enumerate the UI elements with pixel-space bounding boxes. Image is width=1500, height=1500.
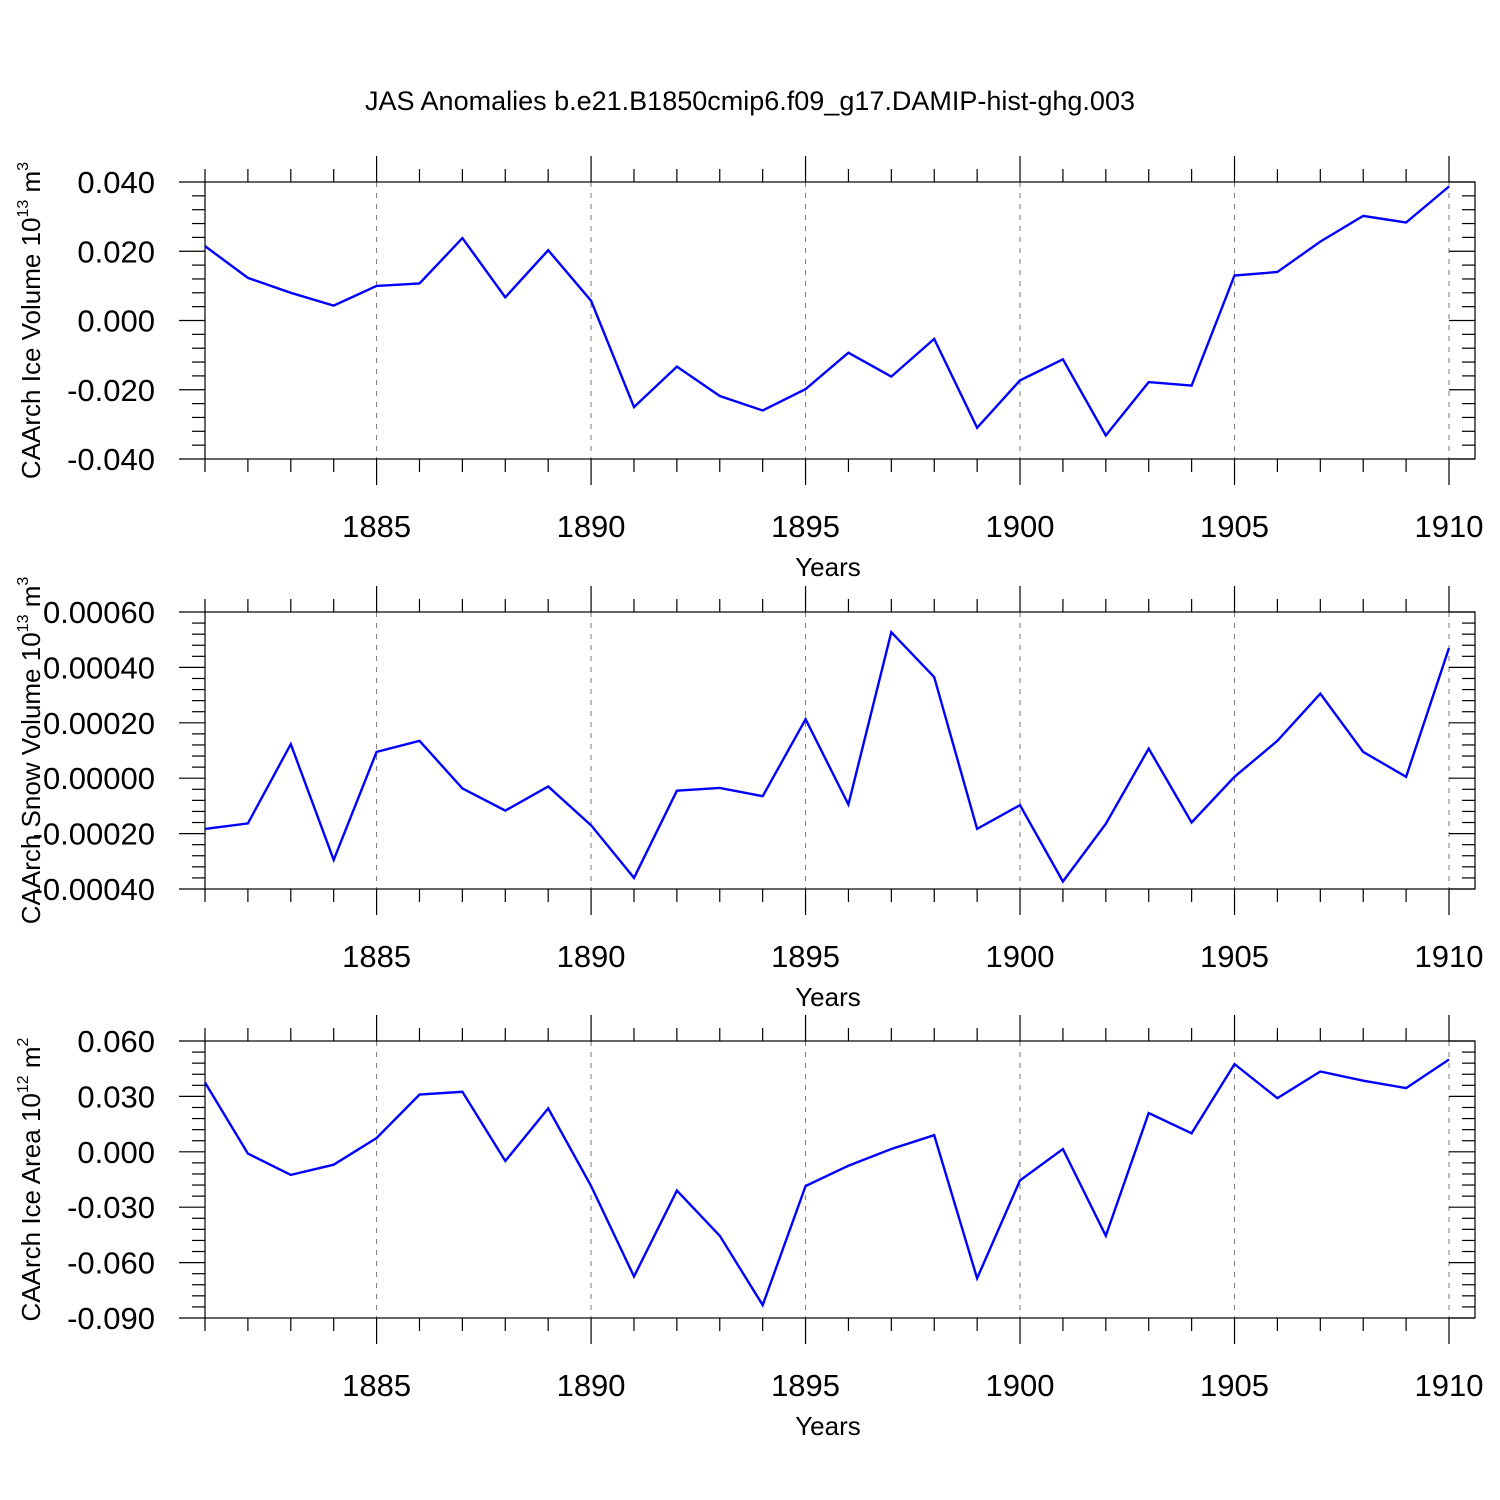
y-axis-label: CAArch Ice Area 1012 m2 xyxy=(15,1037,46,1321)
panel-2: -0.00040 -0.00020 0.00000 0.00020 0.00040 0.0… xyxy=(15,577,1483,1012)
x-axis-label: Years xyxy=(795,982,861,1012)
y-tick-label: 0.030 xyxy=(77,1079,155,1114)
x-tick-label: 1910 xyxy=(1415,1368,1484,1403)
x-tick-label: 1910 xyxy=(1415,939,1484,974)
y-axis-label-unit-exponent: 3 xyxy=(15,162,32,171)
panel-3: -0.090 -0.060 -0.030 0.000 0.030 0.060 1885 189… xyxy=(15,1015,1483,1441)
y-axis-label-unit-exponent: 3 xyxy=(15,577,32,586)
x-tick-label: 1905 xyxy=(1200,509,1269,544)
y-axis-label: CAArch Ice Volume 1013 m3 xyxy=(15,162,46,479)
x-tick-label: 1910 xyxy=(1415,509,1484,544)
plot-frame xyxy=(204,611,1476,890)
y-tick-label: -0.020 xyxy=(67,373,155,408)
x-tick-label: 1890 xyxy=(557,939,626,974)
y-tick-label: 0.00060 xyxy=(43,595,155,630)
y-axis-label-unit: m xyxy=(16,586,46,615)
x-tick-label: 1900 xyxy=(986,1368,1055,1403)
x-tick-label: 1890 xyxy=(557,1368,626,1403)
y-axis-label-exponent: 12 xyxy=(15,1075,32,1093)
x-tick-label: 1905 xyxy=(1200,939,1269,974)
y-axis-label-unit: m xyxy=(16,1046,46,1075)
y-axis-label-text: CAArch Ice Area 10 xyxy=(16,1093,46,1321)
y-tick-label: -0.040 xyxy=(67,442,155,477)
panel-1: -0.040 -0.020 0.000 0.020 0.040 1885 1890 1895 1… xyxy=(15,156,1483,582)
y-tick-label: 0.00040 xyxy=(43,650,155,685)
x-tick-label: 1900 xyxy=(986,509,1055,544)
plot-frame xyxy=(204,181,1476,460)
series-line xyxy=(203,1058,1450,1308)
x-tick-label: 1900 xyxy=(986,939,1055,974)
y-tick-label: -0.00040 xyxy=(33,872,155,907)
x-tick-label: 1895 xyxy=(771,939,840,974)
y-axis-label-exponent: 13 xyxy=(15,614,32,632)
y-tick-label: -0.060 xyxy=(67,1246,155,1281)
y-tick-label: 0.040 xyxy=(77,165,155,200)
x-tick-label: 1885 xyxy=(342,1368,411,1403)
x-tick-label: 1905 xyxy=(1200,1368,1269,1403)
x-tick-label: 1895 xyxy=(771,1368,840,1403)
y-axis-label-text: CAArch Ice Volume 10 xyxy=(16,218,46,480)
y-tick-label: -0.030 xyxy=(67,1190,155,1225)
plot-frame xyxy=(204,1040,1476,1319)
chart-title: JAS Anomalies b.e21.B1850cmip6.f09_g17.D… xyxy=(365,86,1135,116)
y-tick-label: 0.00000 xyxy=(43,761,155,796)
y-axis-label-text: CAArch Snow Volume 10 xyxy=(16,632,46,924)
y-tick-label: -0.090 xyxy=(67,1301,155,1336)
x-tick-label: 1895 xyxy=(771,509,840,544)
panels: -0.040 -0.020 0.000 0.020 0.040 1885 1890 1895 1… xyxy=(15,156,1483,1441)
y-tick-label: 0.000 xyxy=(77,304,155,339)
y-tick-label: 0.020 xyxy=(77,234,155,269)
x-axis-label: Years xyxy=(795,552,861,582)
y-axis-label: CAArch Snow Volume 1013 m3 xyxy=(15,577,46,925)
y-axis-label-exponent: 13 xyxy=(15,200,32,218)
x-tick-label: 1885 xyxy=(342,509,411,544)
y-tick-label: 0.000 xyxy=(77,1135,155,1170)
y-tick-label: 0.060 xyxy=(77,1024,155,1059)
x-tick-label: 1885 xyxy=(342,939,411,974)
x-axis-label: Years xyxy=(795,1411,861,1441)
series-line xyxy=(204,629,1451,884)
x-tick-label: 1890 xyxy=(557,509,626,544)
series-line xyxy=(204,185,1450,438)
y-tick-label: 0.00020 xyxy=(43,706,155,741)
y-axis-label-unit-exponent: 2 xyxy=(15,1037,32,1046)
y-axis-label-unit: m xyxy=(16,171,46,200)
y-tick-label: -0.00020 xyxy=(33,817,155,852)
